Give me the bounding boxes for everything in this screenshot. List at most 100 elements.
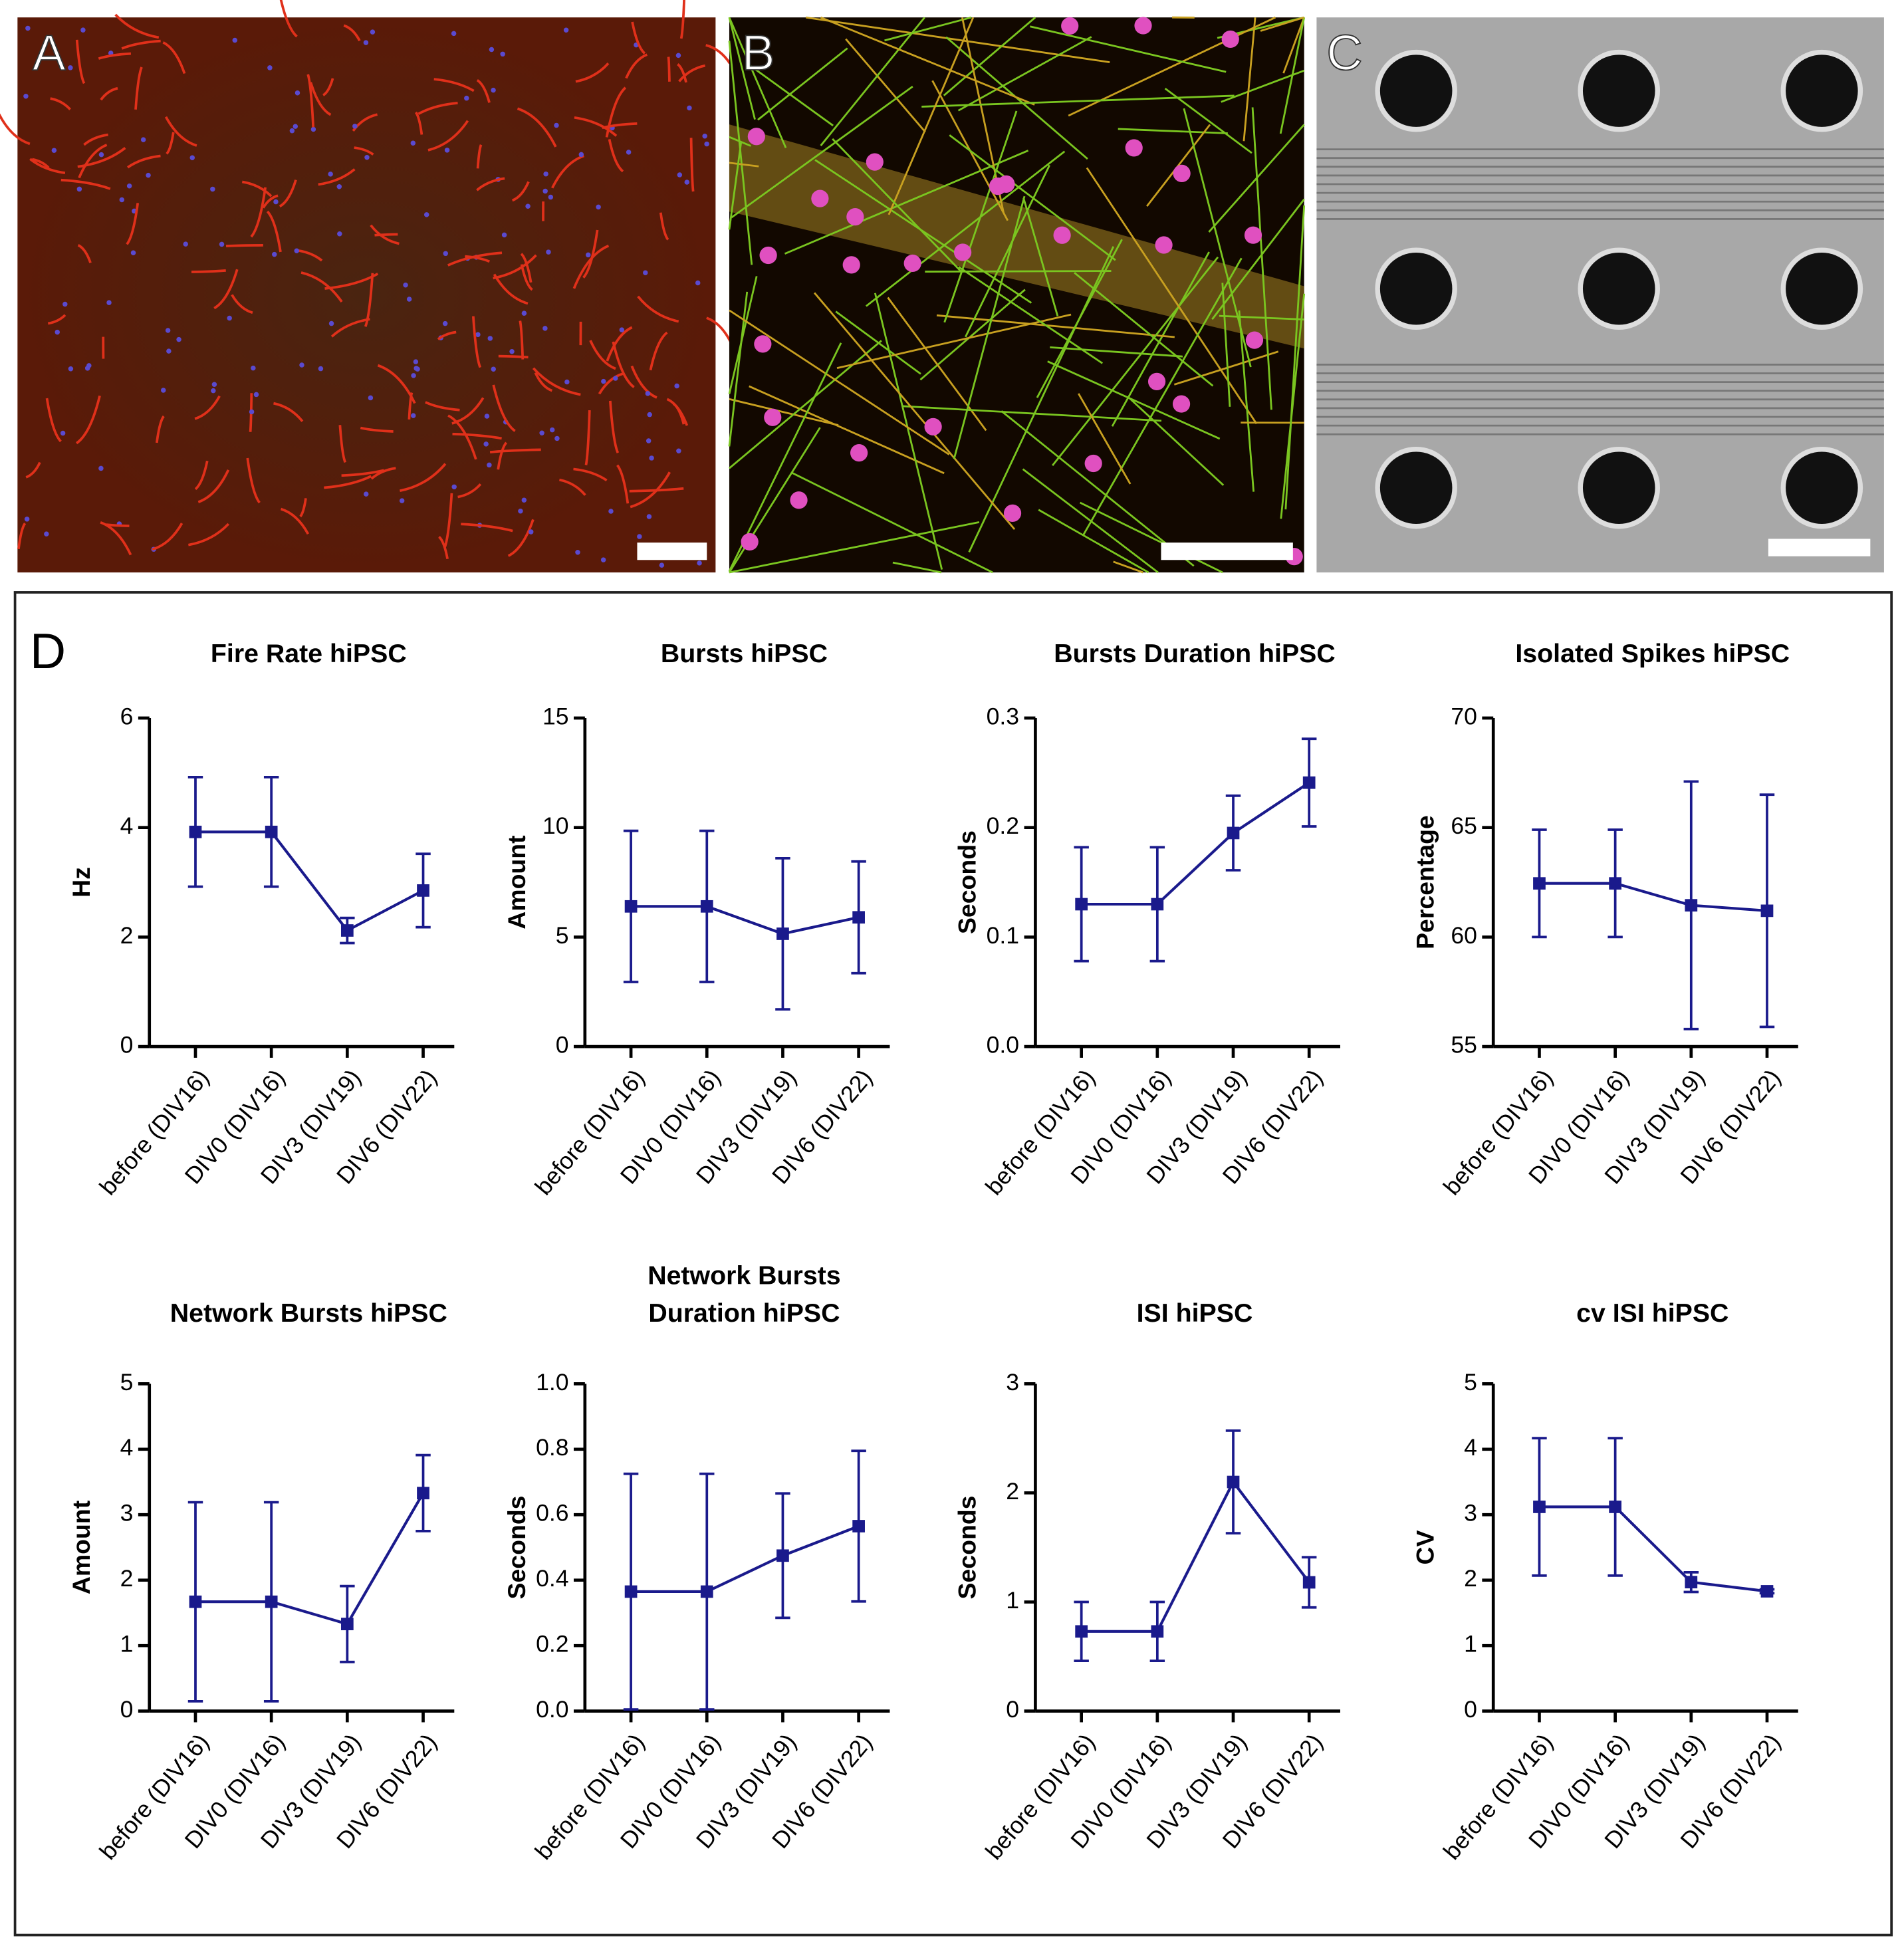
point <box>265 1595 278 1608</box>
neurite <box>309 82 332 116</box>
nucleus <box>62 301 68 307</box>
data-line <box>1539 882 1768 912</box>
neurite <box>1251 107 1272 410</box>
neurite <box>1068 16 1276 117</box>
nucleus <box>528 529 534 535</box>
nucleus <box>130 250 136 255</box>
data-line <box>1081 781 1310 906</box>
neurite <box>1173 350 1279 386</box>
panel-frame <box>13 591 1893 1937</box>
soma <box>846 208 864 226</box>
nucleus <box>578 152 584 158</box>
neurite <box>511 181 530 202</box>
neurite <box>77 147 126 168</box>
nucleus <box>352 124 358 129</box>
scale-bar <box>1161 543 1293 560</box>
nucleus <box>160 388 166 393</box>
nucleus <box>363 40 369 45</box>
y-tick-label: 0 <box>1006 1696 1019 1723</box>
nucleus <box>444 148 450 153</box>
nucleus <box>183 241 188 247</box>
y-axis-label: Seconds <box>953 1496 981 1600</box>
neurite <box>360 426 394 433</box>
nucleus <box>410 140 416 146</box>
nucleus <box>586 252 591 258</box>
neurite <box>1183 108 1252 368</box>
nucleus <box>80 27 86 33</box>
neurite <box>166 132 175 155</box>
nucleus <box>596 204 601 210</box>
nucleus <box>370 29 376 35</box>
chart-title: cv ISI hiPSC <box>1576 1298 1728 1328</box>
nucleus <box>60 430 66 436</box>
y-tick-label: 0.0 <box>536 1696 568 1723</box>
nucleus <box>55 329 60 335</box>
neurite <box>630 365 657 399</box>
nucleus <box>676 448 681 453</box>
point <box>700 900 713 913</box>
nucleus <box>637 534 642 539</box>
nucleus <box>289 128 295 134</box>
nucleus <box>219 241 225 247</box>
y-tick-label: 3 <box>1464 1500 1477 1526</box>
neurite <box>249 393 253 432</box>
neurite <box>414 111 423 135</box>
nucleus <box>554 435 560 441</box>
nucleus <box>411 373 416 378</box>
point <box>1151 898 1164 911</box>
neurite <box>629 487 684 493</box>
neurite <box>949 134 1116 261</box>
nucleus <box>542 188 548 194</box>
neurite <box>408 392 414 420</box>
point <box>1609 877 1621 890</box>
nucleus <box>249 409 255 415</box>
nucleus <box>328 320 334 326</box>
soma <box>759 246 777 265</box>
neurite <box>374 233 398 237</box>
neurite <box>1211 198 1305 320</box>
neurite <box>729 398 839 426</box>
neurite <box>925 270 1112 273</box>
nucleus <box>509 348 515 354</box>
electrode <box>1786 252 1858 325</box>
nucleus <box>677 172 683 178</box>
point <box>1685 1576 1698 1589</box>
chart-title: Isolated Spikes hiPSC <box>1515 639 1790 668</box>
neurite <box>370 224 400 245</box>
neurite <box>250 187 267 238</box>
nucleus <box>659 562 665 568</box>
neurite <box>322 78 334 96</box>
soma <box>747 128 765 146</box>
nucleus <box>267 65 273 70</box>
neurite <box>520 253 533 283</box>
nucleus <box>336 184 342 189</box>
neurite <box>757 47 848 121</box>
scale-bar <box>637 543 707 560</box>
nucleus <box>525 203 531 209</box>
point <box>776 1549 789 1562</box>
nucleus <box>645 391 651 396</box>
nucleus <box>363 491 369 497</box>
micrograph-c <box>1316 17 1884 572</box>
soma <box>1173 164 1191 182</box>
neurite <box>892 561 942 574</box>
y-tick-label: 4 <box>1464 1434 1477 1461</box>
neurite <box>677 63 687 83</box>
neurite <box>845 38 926 133</box>
panel-label: D <box>30 623 66 679</box>
neurite <box>728 291 749 447</box>
nucleus <box>24 517 30 522</box>
neurite <box>338 425 347 463</box>
nucleus <box>464 95 469 101</box>
neurite <box>631 21 646 55</box>
data-line <box>1539 1505 1768 1593</box>
neurite <box>471 316 482 368</box>
neurite <box>447 414 477 460</box>
y-tick-label: 0.0 <box>987 1032 1019 1058</box>
neurite <box>83 133 108 146</box>
point <box>624 900 638 913</box>
